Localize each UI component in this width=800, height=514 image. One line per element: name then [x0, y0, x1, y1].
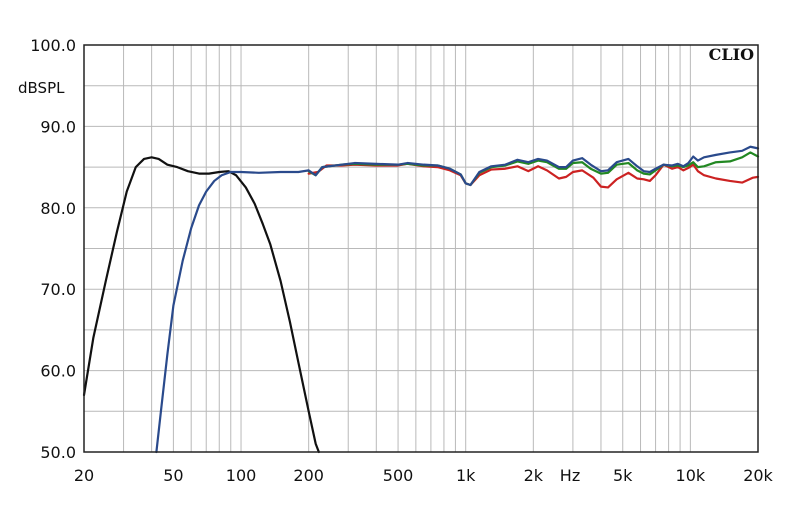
- x-tick-label: 200: [293, 466, 324, 485]
- x-tick-label: 10k: [676, 466, 706, 485]
- plot-frame: [83, 44, 759, 453]
- y-tick-label: 50.0: [40, 443, 76, 462]
- x-tick-label: 500: [383, 466, 414, 485]
- y-axis-unit-label: dBSPL: [18, 79, 65, 97]
- x-tick-label: 20: [74, 466, 94, 485]
- y-tick-label: 80.0: [40, 199, 76, 218]
- y-tick-label: 60.0: [40, 362, 76, 381]
- x-axis-unit-label: Hz: [560, 466, 580, 485]
- x-tick-label: 5k: [613, 466, 633, 485]
- y-tick-label: 100.0: [30, 36, 76, 55]
- x-tick-label: 2k: [524, 466, 544, 485]
- series-lines: [82, 145, 760, 454]
- y-tick-label: 90.0: [40, 117, 76, 136]
- series-line-4: [155, 145, 760, 454]
- x-tick-label: 100: [226, 466, 257, 485]
- x-tick-label: 1k: [456, 466, 476, 485]
- series-line-1: [82, 156, 320, 454]
- y-axis-tick-labels: 100.0 90.0 80.0 70.0 60.0 50.0: [30, 36, 76, 462]
- x-tick-label: 50: [163, 466, 183, 485]
- x-axis-tick-labels: 20 50 100 200 500 1k 2k 5k 10k 20k: [74, 466, 774, 485]
- clio-brand-label: CLIO: [709, 45, 754, 64]
- y-tick-label: 70.0: [40, 280, 76, 299]
- x-tick-label: 20k: [743, 466, 773, 485]
